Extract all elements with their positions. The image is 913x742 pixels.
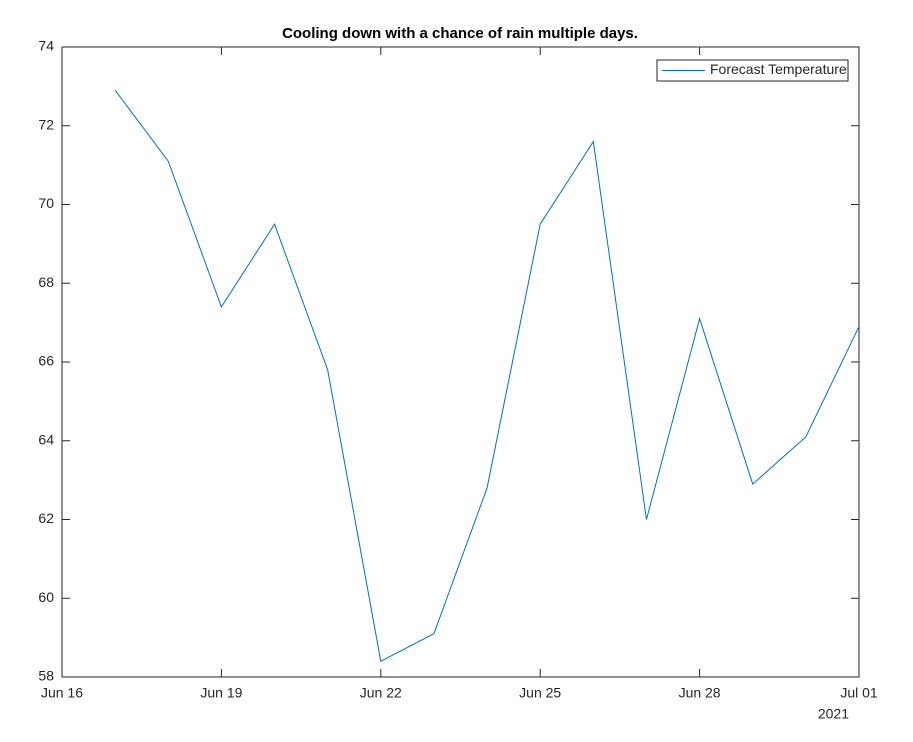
- y-tick-label: 68: [38, 274, 54, 290]
- y-tick-label: 70: [38, 195, 54, 211]
- y-tick-label: 64: [38, 431, 54, 447]
- data-line: [114, 90, 860, 663]
- y-tick-label: 62: [38, 510, 54, 526]
- x-tick-label: Jun 19: [200, 685, 242, 701]
- x-year-label: 2021: [818, 706, 849, 722]
- x-tick-label: Jun 16: [41, 685, 83, 701]
- x-tick-label: Jun 28: [679, 685, 721, 701]
- chart-title: Cooling down with a chance of rain multi…: [282, 25, 638, 42]
- y-tick-label: 58: [38, 668, 54, 684]
- y-tick-label: 66: [38, 353, 54, 369]
- legend-box: [656, 59, 849, 82]
- x-tick-label: Jun 22: [360, 685, 402, 701]
- y-tick-label: 74: [38, 38, 54, 54]
- legend-label: Forecast Temperature: [710, 61, 847, 77]
- y-tick-label: 60: [38, 589, 54, 605]
- x-tick-label: Jun 25: [519, 685, 561, 701]
- y-tick-label: 72: [38, 116, 54, 132]
- x-tick-label: Jul 01: [840, 685, 878, 701]
